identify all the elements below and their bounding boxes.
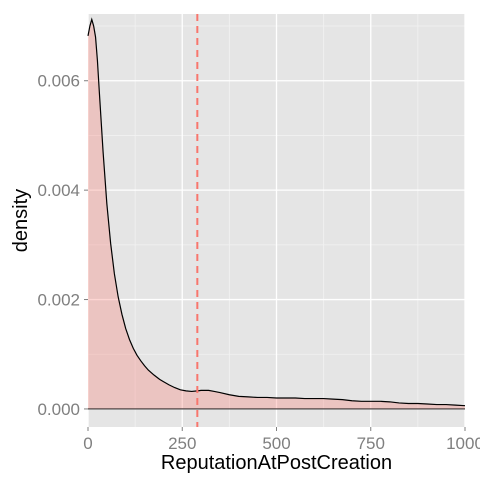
y-axis-title: density <box>10 189 32 252</box>
y-tick-label: 0.000 <box>37 400 80 419</box>
x-tick-label: 0 <box>83 434 92 453</box>
y-tick-label: 0.004 <box>37 181 80 200</box>
y-tick-label: 0.002 <box>37 291 80 310</box>
x-tick-label: 250 <box>168 434 196 453</box>
x-axis-title: ReputationAtPostCreation <box>161 452 392 474</box>
x-axis-ticks: 0 250 500 750 1000 <box>83 427 480 453</box>
x-tick-label: 750 <box>357 434 385 453</box>
x-tick-label: 1000 <box>446 434 480 453</box>
y-tick-label: 0.006 <box>37 72 80 91</box>
x-tick-label: 500 <box>262 434 290 453</box>
y-axis-ticks: 0.000 0.002 0.004 0.006 <box>37 72 88 419</box>
density-line <box>87 17 466 407</box>
density-area <box>88 19 465 409</box>
